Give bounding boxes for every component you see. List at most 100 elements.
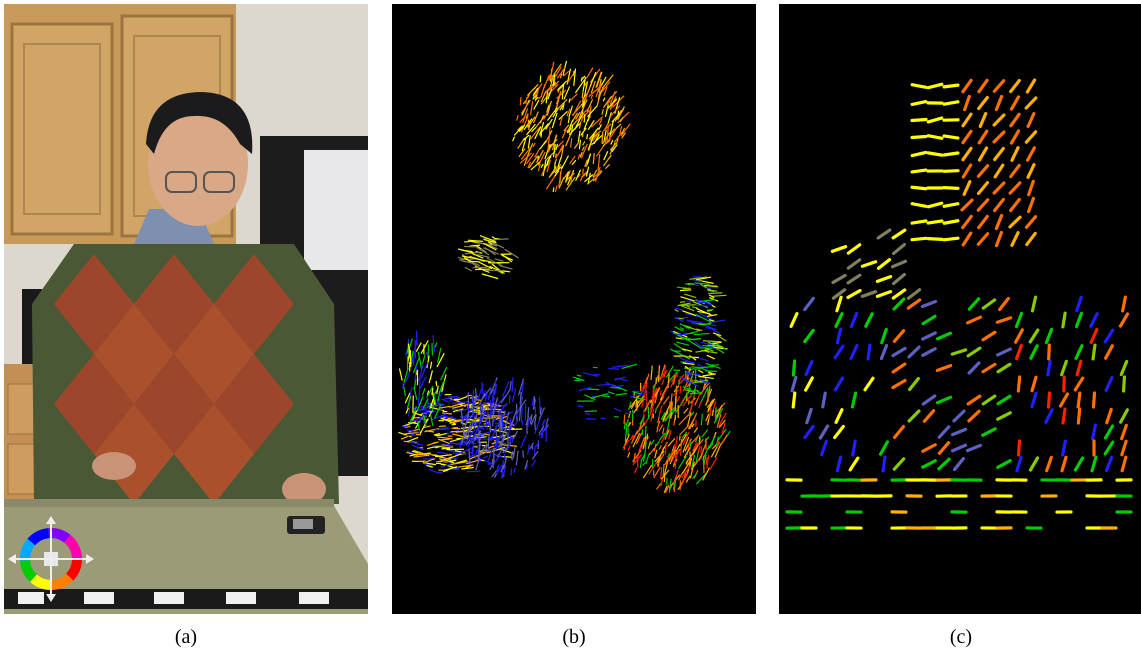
flow-stroke [661,379,665,386]
flow-stroke [654,407,657,414]
flow-stroke [582,372,598,378]
flow-stroke [704,284,718,287]
flow-stroke [706,286,719,289]
flow-stroke [479,406,484,423]
flow-stroke [693,388,703,395]
flow-dash [1009,112,1021,128]
flow-stroke [556,67,566,79]
flow-stroke [474,449,478,457]
flow-stroke [466,394,472,397]
flow-stroke [527,119,530,128]
flow-dash [992,130,1006,144]
flow-stroke [584,159,589,168]
flow-stroke [662,396,670,405]
flow-stroke [471,446,474,457]
flow-stroke [501,465,507,478]
flow-dash [1076,391,1082,409]
flow-stroke [405,407,410,414]
flow-stroke [566,124,573,133]
flow-dash [1026,196,1036,214]
flow-stroke [412,352,415,366]
flow-stroke [587,133,595,151]
flow-stroke [598,124,602,131]
flow-stroke [427,344,430,359]
flow-stroke [468,434,471,439]
flow-dash [1060,359,1068,377]
flow-stroke [585,412,591,416]
flow-stroke [588,127,599,140]
flow-dash [1089,327,1099,345]
flow-stroke [499,264,513,270]
flow-stroke [571,159,577,166]
flow-dash [866,343,872,361]
flow-dash [926,219,944,225]
flow-stroke [426,355,430,369]
flow-stroke [412,356,420,374]
flow-stroke [482,451,492,454]
flow-stroke [627,421,632,427]
flow-dash [1073,456,1085,472]
flow-stroke [458,438,463,449]
flow-stroke [518,148,526,158]
flow-stroke [670,348,675,353]
flow-stroke [663,407,676,422]
flow-stroke [660,479,664,487]
flow-stroke [590,94,594,99]
flow-dash [1025,78,1037,94]
flow-stroke [678,376,693,384]
flow-stroke [503,453,506,461]
flow-dash [996,411,1012,421]
flow-stroke [477,261,493,270]
flow-stroke [603,86,608,97]
flow-stroke [695,314,712,323]
flow-stroke [489,464,493,471]
flow-stroke [595,71,603,88]
flow-dash [942,202,960,208]
flow-stroke [708,443,714,449]
flow-dash [1105,407,1113,425]
flow-stroke [559,116,563,126]
flow-stroke [477,447,481,460]
flow-dash [977,78,989,94]
flow-stroke [474,457,482,462]
flow-dash [860,260,878,268]
flow-dash [1009,197,1021,213]
flow-stroke [650,409,655,422]
flow-stroke [547,138,558,152]
flow-stroke [500,464,505,473]
flow-dash [926,116,944,124]
flow-stroke [492,389,495,406]
flow-stroke [406,440,424,446]
flow-dash [998,296,1010,312]
flow-stroke [667,453,671,458]
flow-stroke [426,464,433,468]
flow-stroke [627,451,631,458]
flow-stroke [440,415,457,420]
flow-stroke [682,385,695,393]
flow-stroke [558,177,565,189]
flow-stroke [602,95,612,109]
flow-stroke [487,449,493,461]
flow-stroke [494,258,504,262]
flow-stroke [442,412,452,415]
flow-stroke [439,438,450,441]
flow-stroke [695,276,712,281]
flow-stroke [661,381,670,396]
flow-stroke [561,129,567,139]
flow-stroke [563,124,570,132]
flow-dash [966,394,982,406]
flow-stroke [540,91,547,103]
flow-stroke [539,434,544,439]
flow-stroke [702,340,721,343]
flow-stroke [504,411,510,429]
flow-stroke [419,418,429,435]
flow-stroke [565,171,569,183]
flow-dash [926,237,944,241]
flow-stroke [408,405,411,417]
flow-stroke [526,113,529,118]
flow-stroke [641,390,647,393]
flow-stroke [444,460,456,465]
flow-stroke [451,427,461,430]
flow-dash [981,362,997,374]
flow-dash [921,459,937,469]
